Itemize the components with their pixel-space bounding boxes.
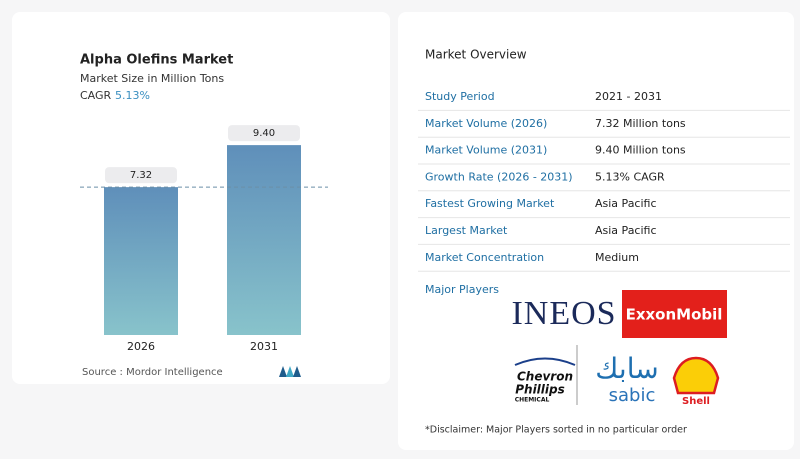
cagr-value: 5.13% [115, 89, 150, 102]
overview-title: Market Overview [425, 48, 527, 62]
logo-exxon: ExxonMobil [622, 290, 727, 338]
row-label: Market Concentration [425, 251, 544, 264]
value-label: 9.40 [253, 128, 275, 139]
row-value: 5.13% CAGR [595, 170, 665, 183]
logo-text: Chevron [517, 370, 573, 384]
row-label: Growth Rate (2026 - 2031) [425, 170, 573, 183]
logo-ineos: INEOS [511, 295, 616, 332]
x-tick-label: 2026 [127, 340, 155, 353]
row-value: Asia Pacific [595, 197, 657, 210]
logo-text: INEOS [511, 295, 616, 332]
row-value: Asia Pacific [595, 224, 657, 237]
logo-text: Shell [682, 396, 710, 407]
logo-shell: Shell [672, 356, 720, 407]
plot: 7.32 2026 9.40 2031 [80, 125, 328, 353]
source: Source : Mordor Intelligence [82, 367, 223, 378]
logo-chevron: Chevron Phillips CHEMICAL [514, 357, 576, 404]
row-label: Fastest Growing Market [425, 197, 555, 210]
chart-title: Alpha Olefins Market [80, 53, 233, 68]
logo-sabic: سابك sabic [595, 352, 658, 406]
row-value: 9.40 Million tons [595, 144, 686, 157]
players-title: Major Players [425, 283, 499, 296]
logo-text: CHEMICAL [515, 397, 550, 404]
chart-subtitle: Market Size in Million Tons [80, 72, 224, 85]
value-pill [228, 125, 300, 142]
row-label: Study Period [425, 90, 495, 103]
logo-text: سابك [595, 352, 658, 385]
source-logo [279, 366, 301, 377]
row-value: 7.32 Million tons [595, 117, 686, 130]
row-label: Largest Market [425, 224, 508, 237]
row-label: Market Volume (2026) [425, 117, 547, 130]
overview-table: Study Period 2021 - 2031 Market Volume (20… [418, 90, 790, 272]
value-pill [105, 167, 177, 184]
row-value: Medium [595, 251, 639, 264]
bar [104, 187, 178, 335]
logo-text: Phillips [515, 383, 565, 397]
row-label: Market Volume (2031) [425, 144, 547, 157]
bar [227, 145, 301, 335]
overview-card [398, 12, 794, 450]
logo-text: ExxonMobil [626, 306, 723, 324]
value-label: 7.32 [130, 170, 152, 181]
cagr-label: CAGR [80, 89, 112, 102]
disclaimer: *Disclaimer: Major Players sorted in no … [425, 425, 687, 436]
chart-card [12, 12, 390, 384]
logo-text: sabic [609, 385, 656, 406]
x-tick-label: 2031 [250, 340, 278, 353]
row-value: 2021 - 2031 [595, 90, 662, 103]
